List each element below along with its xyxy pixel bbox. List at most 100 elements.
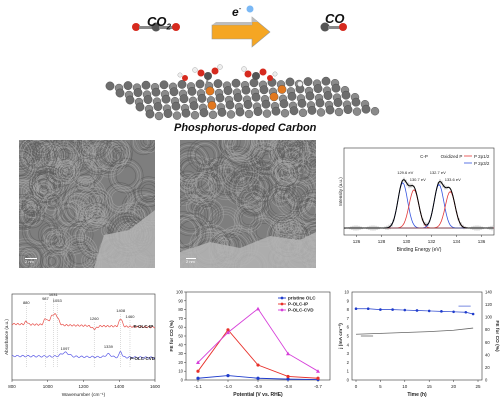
xps-x-tick-label: 136: [478, 239, 486, 244]
fe-y-tick-label: 20: [178, 360, 183, 365]
fe-legend-marker: [280, 296, 284, 300]
reactant-label: CO2: [147, 14, 171, 32]
stab-y-tick-label: 9: [347, 298, 350, 303]
fe-y-tick-label: 60: [178, 325, 183, 330]
xps-x-tick-label: 130: [403, 239, 411, 244]
ftir-x-tick-label: 1600: [150, 384, 160, 389]
xps-annotation-1327: 132.7 eV: [430, 170, 446, 175]
fe-x-tick-label: -0.9: [254, 384, 262, 389]
stab-y2-axis-label: FE for CO (%): [494, 320, 500, 352]
scheme: [0, 0, 500, 140]
stab-fe-point: [471, 312, 475, 316]
xps-annotation-1307: 130.7 eV: [410, 177, 426, 182]
xps-x-tick-label: 134: [453, 239, 461, 244]
stab-y-tick-label: 0: [347, 378, 350, 383]
fe-y-tick-label: 80: [178, 307, 183, 312]
stab-fe-point: [464, 310, 468, 314]
fe-point: [286, 374, 290, 379]
ftir-x-tick-label: 1000: [43, 384, 54, 389]
ftir-peak-label: 1460: [126, 314, 136, 319]
scheme-caption: Phosphorus-doped Carbon: [174, 122, 317, 134]
graphene-sheet-icon: [105, 76, 380, 121]
stab-axes-frame: [351, 291, 483, 381]
electron-label: e-: [232, 4, 241, 19]
xps-chart: 126 128 130 132 134 136 Binding Energy (eV) Int…: [336, 140, 500, 274]
fe-x-tick-label: -0.8: [284, 384, 292, 389]
fe-y-tick-label: 70: [178, 316, 183, 321]
xps-annotation-1336: 133.6 eV: [445, 177, 461, 182]
fe-legend-marker: [280, 302, 284, 306]
stab-y-tick-label: 3: [347, 351, 350, 356]
ftir-peak-label: 987: [42, 296, 49, 301]
fe-x-tick-label: -0.7: [314, 384, 322, 389]
ftir-peak-label: 880: [23, 300, 30, 305]
stab-x-tick-label: 10: [402, 384, 408, 389]
stability-chart: 0 1 2 3 4 5 6 7 8 9 10 0 20 40 60 80 100 120 140 0 5 10 15 20 25…: [336, 288, 500, 403]
stab-x-tick-label: 5: [379, 384, 382, 389]
stab-y-tick-label: 6: [347, 325, 350, 330]
stab-y2-tick-label: 20: [485, 365, 490, 370]
stab-y2-tick-label: 140: [485, 290, 493, 295]
fe-point: [226, 330, 230, 335]
fe-legend-label: P-OLC-CVD: [288, 308, 314, 313]
reactant-formula: CO: [147, 14, 167, 29]
ftir-axes-frame: [11, 293, 156, 381]
stab-y-tick-label: 4: [347, 342, 350, 347]
xps-legend-label-2: P 2p3/2: [474, 161, 490, 166]
fe-point: [286, 351, 290, 356]
stab-j-line: [355, 327, 474, 335]
stab-fe-point: [415, 309, 419, 312]
fe-y-tick-label: 40: [178, 342, 183, 347]
scheme-svg: [105, 5, 380, 121]
ftir-peak-label: 1408: [116, 308, 126, 313]
stab-fe-point: [440, 310, 443, 313]
electron-arrow-icon: [211, 5, 271, 48]
fe-legend-marker: [280, 308, 284, 312]
xps-svg: 126 128 130 132 134 136 Binding Energy (eV) Int…: [338, 147, 495, 253]
fe-y-axis-label: FE for CO (%): [169, 320, 175, 352]
stab-fe-point: [403, 308, 407, 312]
fe-point: [226, 328, 230, 332]
electron-superscript: -: [238, 4, 242, 13]
ftir-line-cvd: [11, 351, 156, 359]
product-label: CO: [325, 11, 345, 26]
fe-svg: 0 10 20 30 40 50 60 70 80 90 100 -1.1 -1.0 -0.9 -0.8 -0…: [169, 290, 331, 398]
stab-y2-tick-label: 60: [485, 340, 490, 345]
stab-y-tick-label: 2: [347, 360, 350, 365]
xps-x-tick-label: 132: [428, 239, 436, 244]
fe-legend-label: P-OLC-IP: [288, 302, 308, 307]
fe-x-axis-label: Potential (V vs. RHE): [233, 392, 283, 398]
fe-y-tick-label: 50: [178, 334, 183, 339]
adsorbate-icon: [177, 64, 303, 91]
ftir-x-tick-label: 1200: [78, 384, 89, 389]
fe-x-tick-label: -1.0: [224, 384, 232, 389]
stab-y-tick-label: 10: [344, 290, 349, 295]
stab-x-tick-label: 0: [355, 384, 358, 389]
fe-legend-label: pristine OLC: [288, 296, 316, 301]
ftir-series-label-ip: P-OLC-IP: [134, 324, 154, 329]
stab-fe-point: [366, 307, 370, 311]
fe-point: [316, 369, 320, 373]
fe-point: [256, 306, 260, 311]
stab-x-tick-label: 20: [451, 384, 457, 389]
stab-fe-point: [427, 309, 431, 313]
xps-annotation-cp: C-P: [420, 154, 428, 159]
ftir-peak-label: 1260: [90, 316, 100, 321]
reactant-subscript: 2: [166, 22, 171, 32]
stab-y2-tick-label: 0: [485, 378, 488, 383]
ftir-x-tick-label: 1400: [114, 384, 125, 389]
co2-molecule-icon: [132, 22, 180, 32]
ftir-chart: 800 1000 1200 1400 1600 Wavenumber (cm⁻¹) Abso…: [0, 288, 161, 403]
xps-annotation-1296: 129.6 eV: [397, 170, 413, 175]
fe-y-tick-label: 90: [178, 298, 183, 303]
stab-x-tick-label: 25: [475, 384, 481, 389]
stab-x-axis-label: Time (h): [407, 392, 427, 398]
fe-axes-frame: [185, 291, 331, 381]
stab-y-tick-label: 8: [347, 307, 350, 312]
tem-image-left: 2 nm: [19, 140, 155, 268]
ftir-x-tick-label: 800: [8, 384, 16, 389]
fe-y-tick-label: 100: [176, 290, 184, 295]
fe-point: [286, 377, 290, 381]
stab-fe-point: [379, 308, 382, 311]
